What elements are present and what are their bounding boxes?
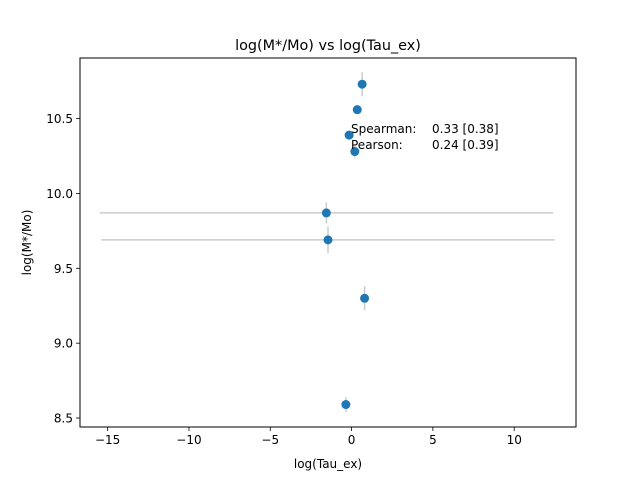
pearson-value: 0.24 [0.39]	[432, 138, 499, 152]
plot-frame	[79, 57, 577, 428]
y-tick-label: 10.0	[46, 187, 73, 201]
data-point-7	[341, 400, 351, 410]
pearson-label: Pearson:	[351, 138, 403, 152]
spearman-value: 0.33 [0.38]	[432, 122, 499, 136]
data-points	[321, 79, 370, 410]
y-axis-label: log(M*/Mo)	[20, 210, 34, 276]
y-tick-label: 8.5	[54, 412, 73, 426]
x-axis-ticks: −15 −10 −5 0 5 10	[95, 427, 522, 447]
data-point-3	[350, 147, 360, 157]
x-tick-label: 5	[429, 433, 437, 447]
correlation-annotation: Spearman: 0.33 [0.38] Pearson: 0.24 [0.3…	[351, 122, 499, 152]
data-point-0	[357, 79, 367, 89]
x-tick-label: −15	[95, 433, 120, 447]
y-axis-ticks: 8.5 9.0 9.5 10.0 10.5	[46, 112, 80, 426]
data-point-1	[352, 105, 362, 115]
chart-title: log(M*/Mo) vs log(Tau_ex)	[235, 38, 421, 54]
data-point-2	[344, 130, 354, 140]
y-tick-label: 9.5	[54, 262, 73, 276]
x-tick-label: 0	[348, 433, 356, 447]
y-tick-label: 10.5	[46, 112, 73, 126]
y-tick-label: 9.0	[54, 337, 73, 351]
data-point-5	[323, 235, 333, 245]
x-axis-label: log(Tau_ex)	[294, 457, 362, 471]
x-tick-label: −10	[176, 433, 201, 447]
x-tick-label: −5	[261, 433, 279, 447]
spearman-label: Spearman:	[351, 122, 416, 136]
data-point-6	[360, 293, 370, 303]
x-tick-label: 10	[507, 433, 522, 447]
data-point-4	[321, 208, 331, 218]
